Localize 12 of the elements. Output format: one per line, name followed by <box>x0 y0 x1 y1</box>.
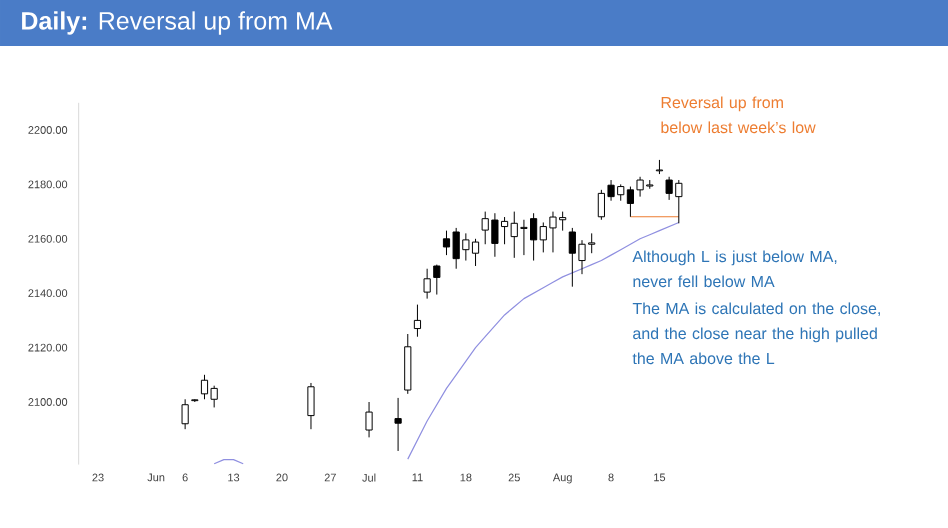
candlestick <box>307 382 315 430</box>
candlestick <box>413 304 422 338</box>
candlestick <box>365 401 373 438</box>
annotation: Reversal up from below last week’s low <box>661 96 816 134</box>
candlestick <box>423 268 431 300</box>
candlestick <box>433 264 441 296</box>
candlestick <box>181 398 189 430</box>
candlestick <box>394 397 402 452</box>
candlestick <box>404 333 412 395</box>
chart-title: Daily: Reversal up from MA <box>22 11 333 35</box>
annotation: The MA is calculated on the close, and the close near the high pulled the MA above the L <box>632 302 880 365</box>
annotation: Although L is just below MA, never fell below MA <box>632 250 837 288</box>
